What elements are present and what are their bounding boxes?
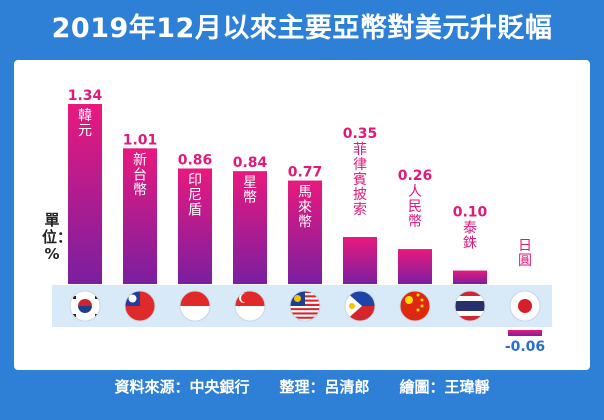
philippines-flag: [345, 291, 375, 321]
bar: [508, 330, 542, 336]
thailand-flag: [455, 291, 485, 321]
source-credit: 資料來源：中央銀行 整理：呂清郎 繪圖：王瑋靜: [0, 376, 604, 397]
value-label: 0.10: [453, 205, 488, 221]
category-label: 新台幣: [133, 152, 147, 198]
category-label: 馬來幣: [298, 185, 312, 231]
value-label: 1.01: [123, 132, 158, 148]
bar: [343, 237, 377, 284]
bar: [453, 271, 487, 284]
category-label: 星幣: [243, 175, 257, 206]
indonesia-flag: [180, 291, 210, 321]
category-label: 菲律賓披索: [353, 142, 367, 218]
japan-flag: [510, 291, 540, 321]
category-label: 印尼盾: [188, 172, 202, 218]
category-label: 日圓: [518, 238, 532, 269]
bar: [398, 249, 432, 284]
category-label: 人民幣: [408, 184, 422, 230]
category-label: 韓元: [78, 108, 92, 139]
category-label: 泰銖: [463, 221, 477, 252]
singapore-flag: [235, 291, 265, 321]
value-label: 0.35: [343, 126, 378, 142]
china-flag: [400, 291, 430, 321]
value-label: -0.06: [505, 339, 545, 355]
value-label: 0.84: [233, 155, 268, 171]
malaysia-flag: [290, 291, 320, 321]
value-label: 0.26: [398, 168, 433, 184]
south-korea-flag: [70, 291, 100, 321]
value-label: 0.86: [178, 152, 213, 168]
value-label: 1.34: [68, 88, 103, 104]
taiwan-flag: [125, 291, 155, 321]
flags-layer: [70, 291, 540, 321]
value-label: 0.77: [288, 165, 323, 181]
